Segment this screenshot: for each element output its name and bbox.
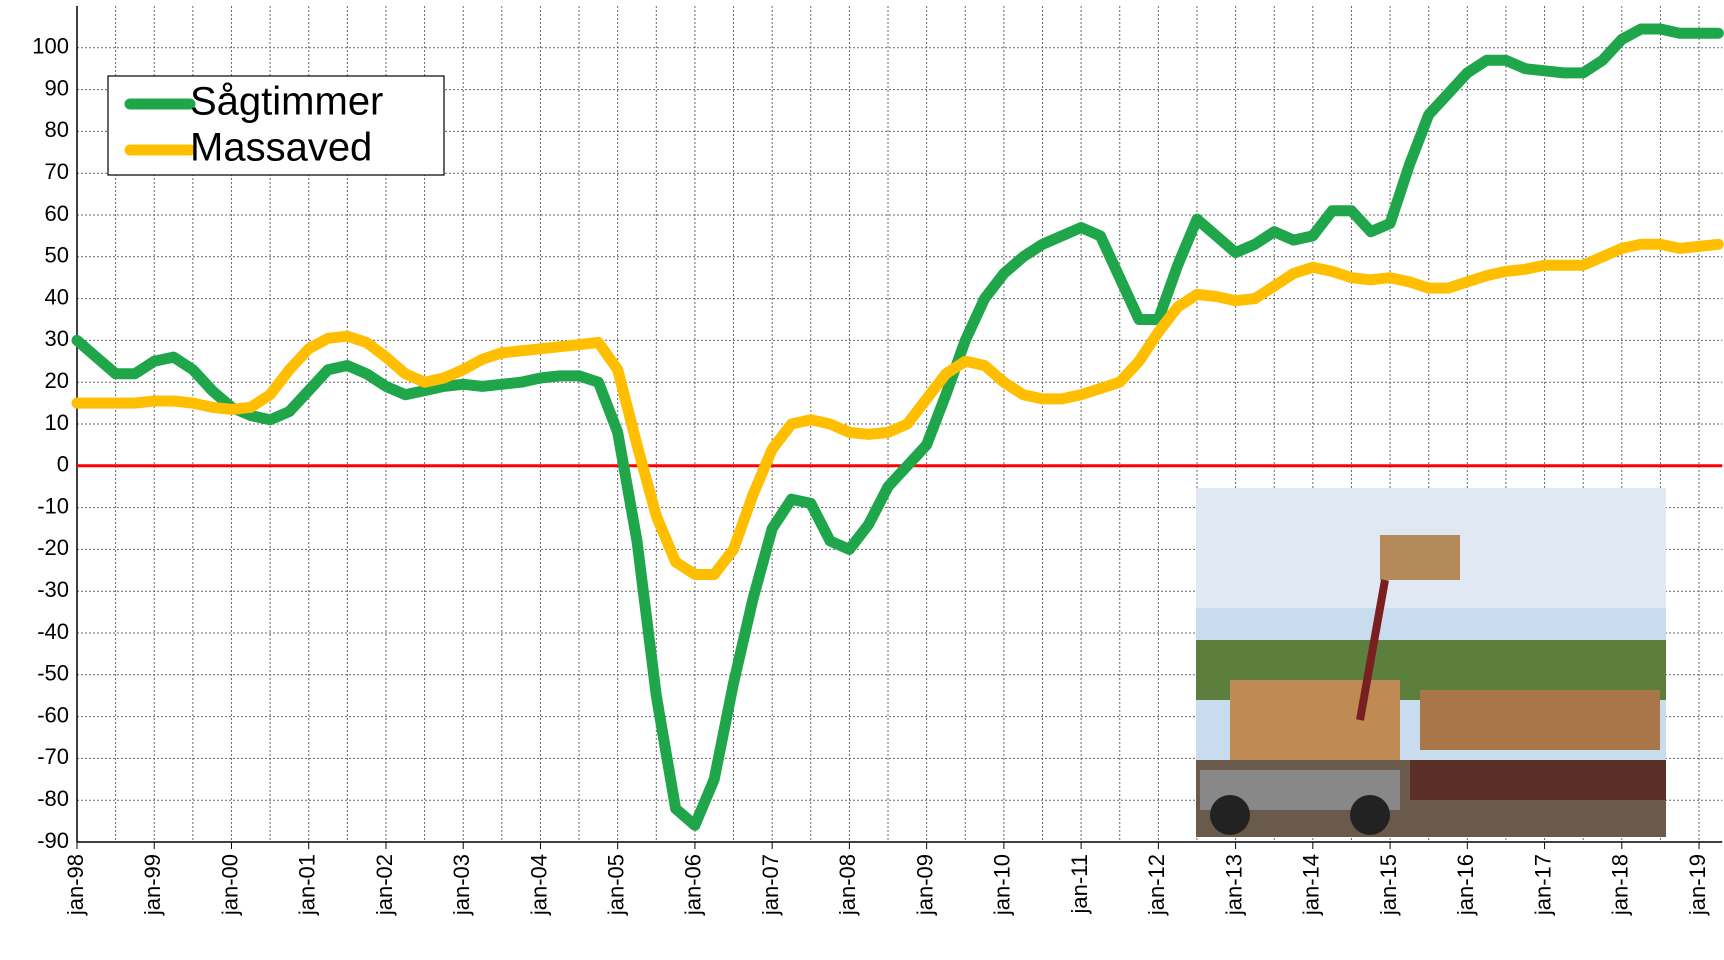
x-tick-label: jan-02: [372, 854, 397, 916]
legend: Sågtimmer Massaved: [107, 75, 445, 176]
legend-label: Sågtimmer: [190, 80, 383, 124]
y-tick-label: 100: [32, 34, 69, 59]
y-tick-label: 60: [45, 201, 69, 226]
y-tick-label: -60: [37, 702, 69, 727]
x-tick-label: jan-06: [681, 854, 706, 916]
y-tick-label: 20: [45, 368, 69, 393]
y-tick-label: 80: [45, 117, 69, 142]
y-tick-label: -50: [37, 661, 69, 686]
x-tick-label: jan-10: [990, 854, 1015, 916]
x-tick-label: jan-98: [63, 854, 88, 916]
x-tick-label: jan-15: [1376, 854, 1401, 916]
y-tick-label: 70: [45, 159, 69, 184]
x-tick-label: jan-08: [835, 854, 860, 916]
x-tick-label: jan-16: [1453, 854, 1478, 916]
x-tick-label: jan-19: [1685, 854, 1710, 916]
x-tick-label: jan-11: [1067, 854, 1092, 915]
y-tick-label: -70: [37, 744, 69, 769]
x-tick-label: jan-12: [1144, 854, 1169, 916]
series-line: [71, 238, 1724, 580]
y-tick-label: 90: [45, 75, 69, 100]
legend-label: Massaved: [190, 126, 372, 170]
photo-inset: [1196, 488, 1666, 837]
x-tick-label: jan-03: [449, 854, 474, 916]
y-tick-label: 10: [45, 410, 69, 435]
series-line: [71, 23, 1724, 831]
y-tick-label: 30: [45, 326, 69, 351]
y-tick-label: 50: [45, 243, 69, 268]
x-tick-label: jan-13: [1221, 854, 1246, 916]
x-tick-label: jan-04: [526, 854, 551, 916]
x-tick-label: jan-09: [912, 854, 937, 916]
y-tick-label: -80: [37, 786, 69, 811]
y-tick-label: -10: [37, 493, 69, 518]
x-tick-label: jan-00: [217, 854, 242, 916]
legend-box: [107, 75, 445, 176]
y-tick-label: 0: [57, 452, 69, 477]
x-tick-label: jan-07: [758, 854, 783, 916]
y-tick-label: 40: [45, 284, 69, 309]
y-tick-label: -20: [37, 535, 69, 560]
y-tick-label: -30: [37, 577, 69, 602]
y-tick-label: -40: [37, 619, 69, 644]
x-tick-label: jan-14: [1299, 854, 1324, 916]
x-tick-label: jan-99: [140, 854, 165, 916]
plot-area: -90 -80 -70 -60 -50 -40 -30 -20 -10 0 10 20 30 40 50 60…: [32, 6, 1724, 916]
y-tick-label: -90: [37, 828, 69, 853]
x-tick-label: jan-01: [295, 854, 320, 916]
x-tick-label: jan-05: [603, 854, 628, 916]
x-tick-label: jan-18: [1608, 854, 1633, 916]
x-tick-label: jan-17: [1530, 854, 1555, 916]
